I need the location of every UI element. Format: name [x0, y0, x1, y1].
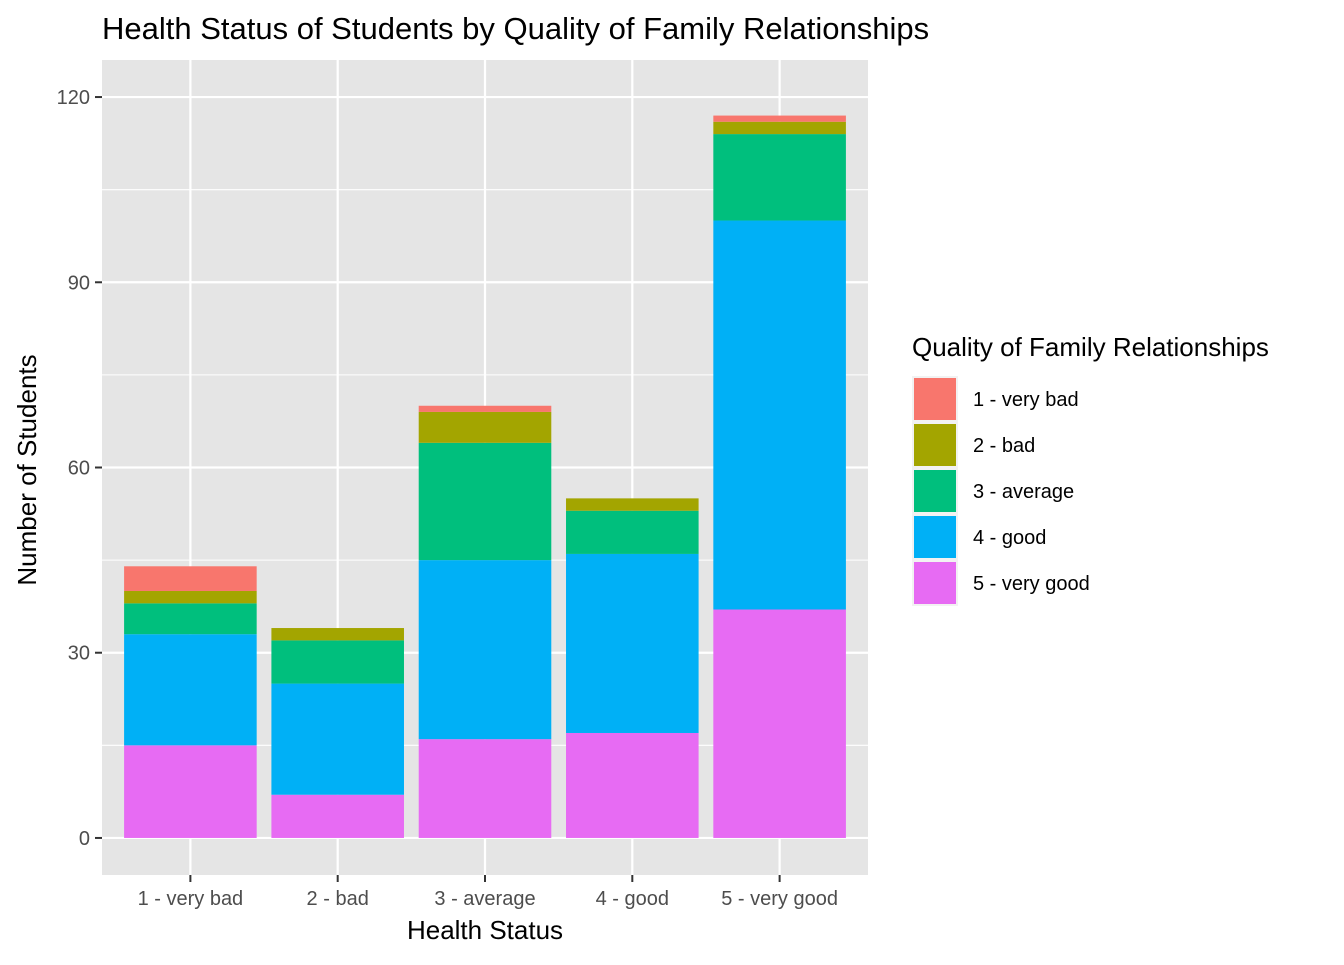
legend-label: 4 - good	[973, 527, 1046, 549]
bar-segment	[418, 411, 552, 443]
bar-segment	[271, 628, 404, 641]
x-axis-title: Health Status	[407, 915, 563, 945]
bar-segment	[418, 560, 552, 740]
bar-segment	[271, 683, 404, 795]
y-tick-label: 60	[68, 458, 90, 480]
y-axis-title: Number of Students	[12, 354, 42, 585]
legend-items: 1 - very bad 2 - bad 3 - average 4 - good 5 …	[912, 376, 1090, 606]
axes: 0 30 60 90 120 1 - very bad 2 - bad 3 - average…	[57, 87, 838, 910]
y-tick-label: 0	[79, 828, 90, 850]
legend-title: Quality of Family Relationships	[912, 332, 1269, 362]
x-tick-label: 1 - very bad	[138, 888, 244, 910]
bar-segment	[713, 220, 846, 610]
chart-title: Health Status of Students by Quality of …	[102, 11, 929, 46]
bar-segment	[271, 794, 404, 838]
bars	[124, 115, 846, 838]
bar-segment	[124, 590, 257, 604]
bar-segment	[418, 405, 552, 412]
bar-segment	[566, 498, 699, 511]
bar-segment	[713, 609, 846, 838]
legend-swatch	[914, 378, 956, 420]
legend-label: 1 - very bad	[973, 389, 1079, 411]
bar-segment	[124, 603, 257, 635]
legend-swatch	[914, 424, 956, 466]
x-tick-label: 2 - bad	[307, 888, 369, 910]
bar-segment	[418, 442, 552, 561]
bar-segment	[124, 634, 257, 746]
x-tick-label: 4 - good	[596, 888, 669, 910]
bar-segment	[713, 134, 846, 221]
legend: Quality of Family Relationships 1 - very…	[912, 332, 1269, 606]
y-tick-label: 120	[57, 87, 90, 109]
bar-segment	[271, 640, 404, 684]
x-tick-label: 5 - very good	[721, 888, 838, 910]
legend-label: 2 - bad	[973, 435, 1035, 457]
y-tick-label: 90	[68, 272, 90, 294]
bar-segment	[124, 566, 257, 591]
legend-label: 3 - average	[973, 481, 1074, 503]
legend-swatch	[914, 516, 956, 558]
bar-segment	[713, 121, 846, 135]
bar-segment	[418, 739, 552, 838]
bar-segment	[124, 745, 257, 838]
x-tick-label: 3 - average	[434, 888, 535, 910]
bar-segment	[566, 732, 699, 838]
legend-label: 5 - very good	[973, 573, 1090, 595]
bar-segment	[566, 553, 699, 733]
legend-swatch	[914, 470, 956, 512]
y-tick-label: 30	[68, 643, 90, 665]
bar-segment	[713, 115, 846, 122]
legend-swatch	[914, 562, 956, 604]
bar-segment	[566, 510, 699, 554]
